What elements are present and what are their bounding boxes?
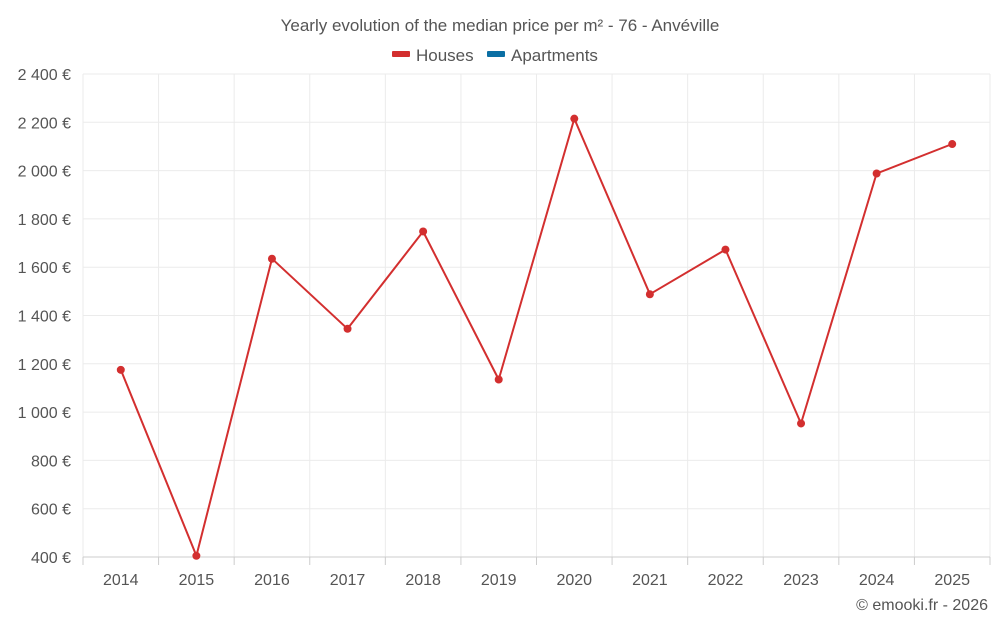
- x-tick-label: 2023: [783, 572, 819, 589]
- x-tick-label: 2017: [330, 572, 366, 589]
- credit-text: © emooki.fr - 2026: [856, 597, 988, 614]
- x-tick-label: 2022: [708, 572, 744, 589]
- x-tick-label: 2018: [405, 572, 441, 589]
- legend-item-houses[interactable]: Houses: [392, 46, 474, 65]
- x-tick-label: 2014: [103, 572, 139, 589]
- data-point[interactable]: [343, 324, 352, 333]
- data-point[interactable]: [570, 114, 579, 123]
- legend-label-apartments: Apartments: [511, 46, 598, 65]
- data-point[interactable]: [872, 169, 881, 178]
- y-tick-label: 600 €: [31, 502, 71, 519]
- data-point[interactable]: [797, 419, 806, 428]
- data-point[interactable]: [948, 140, 957, 149]
- data-point[interactable]: [645, 290, 654, 299]
- legend: Houses Apartments: [392, 46, 598, 65]
- y-tick-label: 2 200 €: [18, 115, 71, 132]
- data-point[interactable]: [721, 245, 730, 254]
- x-tick-label: 2025: [934, 572, 970, 589]
- grid: [82, 73, 991, 557]
- data-point[interactable]: [419, 227, 428, 236]
- axes: 400 € 600 € 800 € 1 000 € 1 200 € 1 400 € 1 60…: [18, 67, 991, 589]
- y-tick-label: 400 €: [31, 550, 71, 567]
- x-tick-label: 2016: [254, 572, 290, 589]
- y-tick-label: 2 400 €: [18, 67, 71, 84]
- y-tick-label: 1 200 €: [18, 357, 71, 374]
- y-tick-label: 2 000 €: [18, 164, 71, 181]
- legend-label-houses: Houses: [416, 46, 474, 65]
- y-tick-label: 1 600 €: [18, 260, 71, 277]
- legend-item-apartments[interactable]: Apartments: [487, 46, 598, 65]
- data-point[interactable]: [192, 551, 201, 560]
- chart-title: Yearly evolution of the median price per…: [281, 16, 720, 35]
- series-line-houses: [119, 117, 953, 557]
- legend-swatch-apartments: [487, 51, 505, 57]
- x-tick-label: 2019: [481, 572, 517, 589]
- y-tick-label: 1 400 €: [18, 309, 71, 326]
- y-tick-label: 1 800 €: [18, 212, 71, 229]
- legend-swatch-houses: [392, 51, 410, 57]
- data-point[interactable]: [494, 375, 503, 384]
- y-tick-label: 1 000 €: [18, 405, 71, 422]
- x-tick-label: 2015: [179, 572, 215, 589]
- x-tick-label: 2020: [556, 572, 592, 589]
- x-tick-label: 2024: [859, 572, 895, 589]
- data-point[interactable]: [267, 254, 276, 263]
- series-layer: [116, 114, 957, 560]
- data-point[interactable]: [116, 365, 125, 374]
- x-tick-label: 2021: [632, 572, 668, 589]
- y-tick-label: 800 €: [31, 453, 71, 470]
